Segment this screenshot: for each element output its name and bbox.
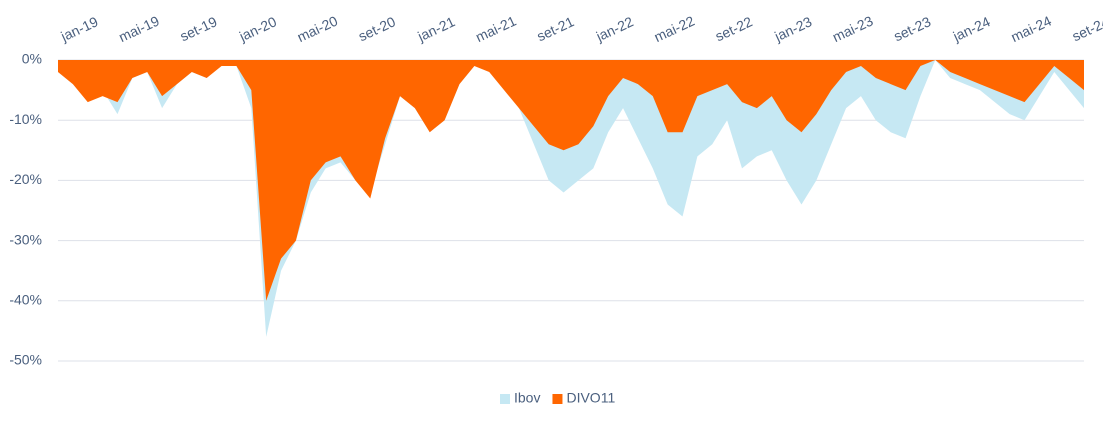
x-tick-label: mai-22 — [651, 12, 697, 45]
x-tick-label: mai-19 — [116, 12, 162, 45]
legend: Ibov DIVO11 — [500, 390, 615, 406]
x-tick-label: jan-21 — [414, 13, 457, 44]
x-tick-label: jan-19 — [58, 13, 101, 44]
x-tick-label: set-22 — [713, 13, 755, 44]
x-tick-label: mai-20 — [295, 12, 341, 45]
legend-label: Ibov — [514, 390, 540, 406]
x-tick-label: jan-22 — [593, 13, 636, 44]
y-tick-label: -30% — [9, 231, 42, 247]
y-tick-label: -40% — [9, 292, 42, 308]
x-tick-label: jan-23 — [771, 13, 814, 44]
y-tick-label: -20% — [9, 171, 42, 187]
x-tick-label: set-20 — [356, 13, 398, 44]
y-tick-label: -50% — [9, 352, 42, 368]
legend-swatch — [500, 394, 510, 404]
x-tick-label: jan-24 — [950, 13, 993, 44]
legend-swatch — [552, 394, 563, 404]
x-tick-label: set-21 — [534, 13, 576, 44]
legend-label: DIVO11 — [566, 390, 615, 406]
y-tick-label: -10% — [9, 111, 42, 127]
x-tick-label: mai-24 — [1008, 12, 1054, 45]
x-tick-label: mai-23 — [830, 12, 876, 45]
x-tick-label: jan-20 — [236, 13, 279, 44]
x-tick-label: mai-21 — [473, 12, 519, 45]
area — [58, 60, 1084, 301]
x-tick-label: set-19 — [177, 13, 219, 44]
x-tick-label: set-23 — [891, 13, 933, 44]
x-tick-label: set-24 — [1070, 13, 1103, 44]
y-tick-label: 0% — [22, 51, 42, 67]
